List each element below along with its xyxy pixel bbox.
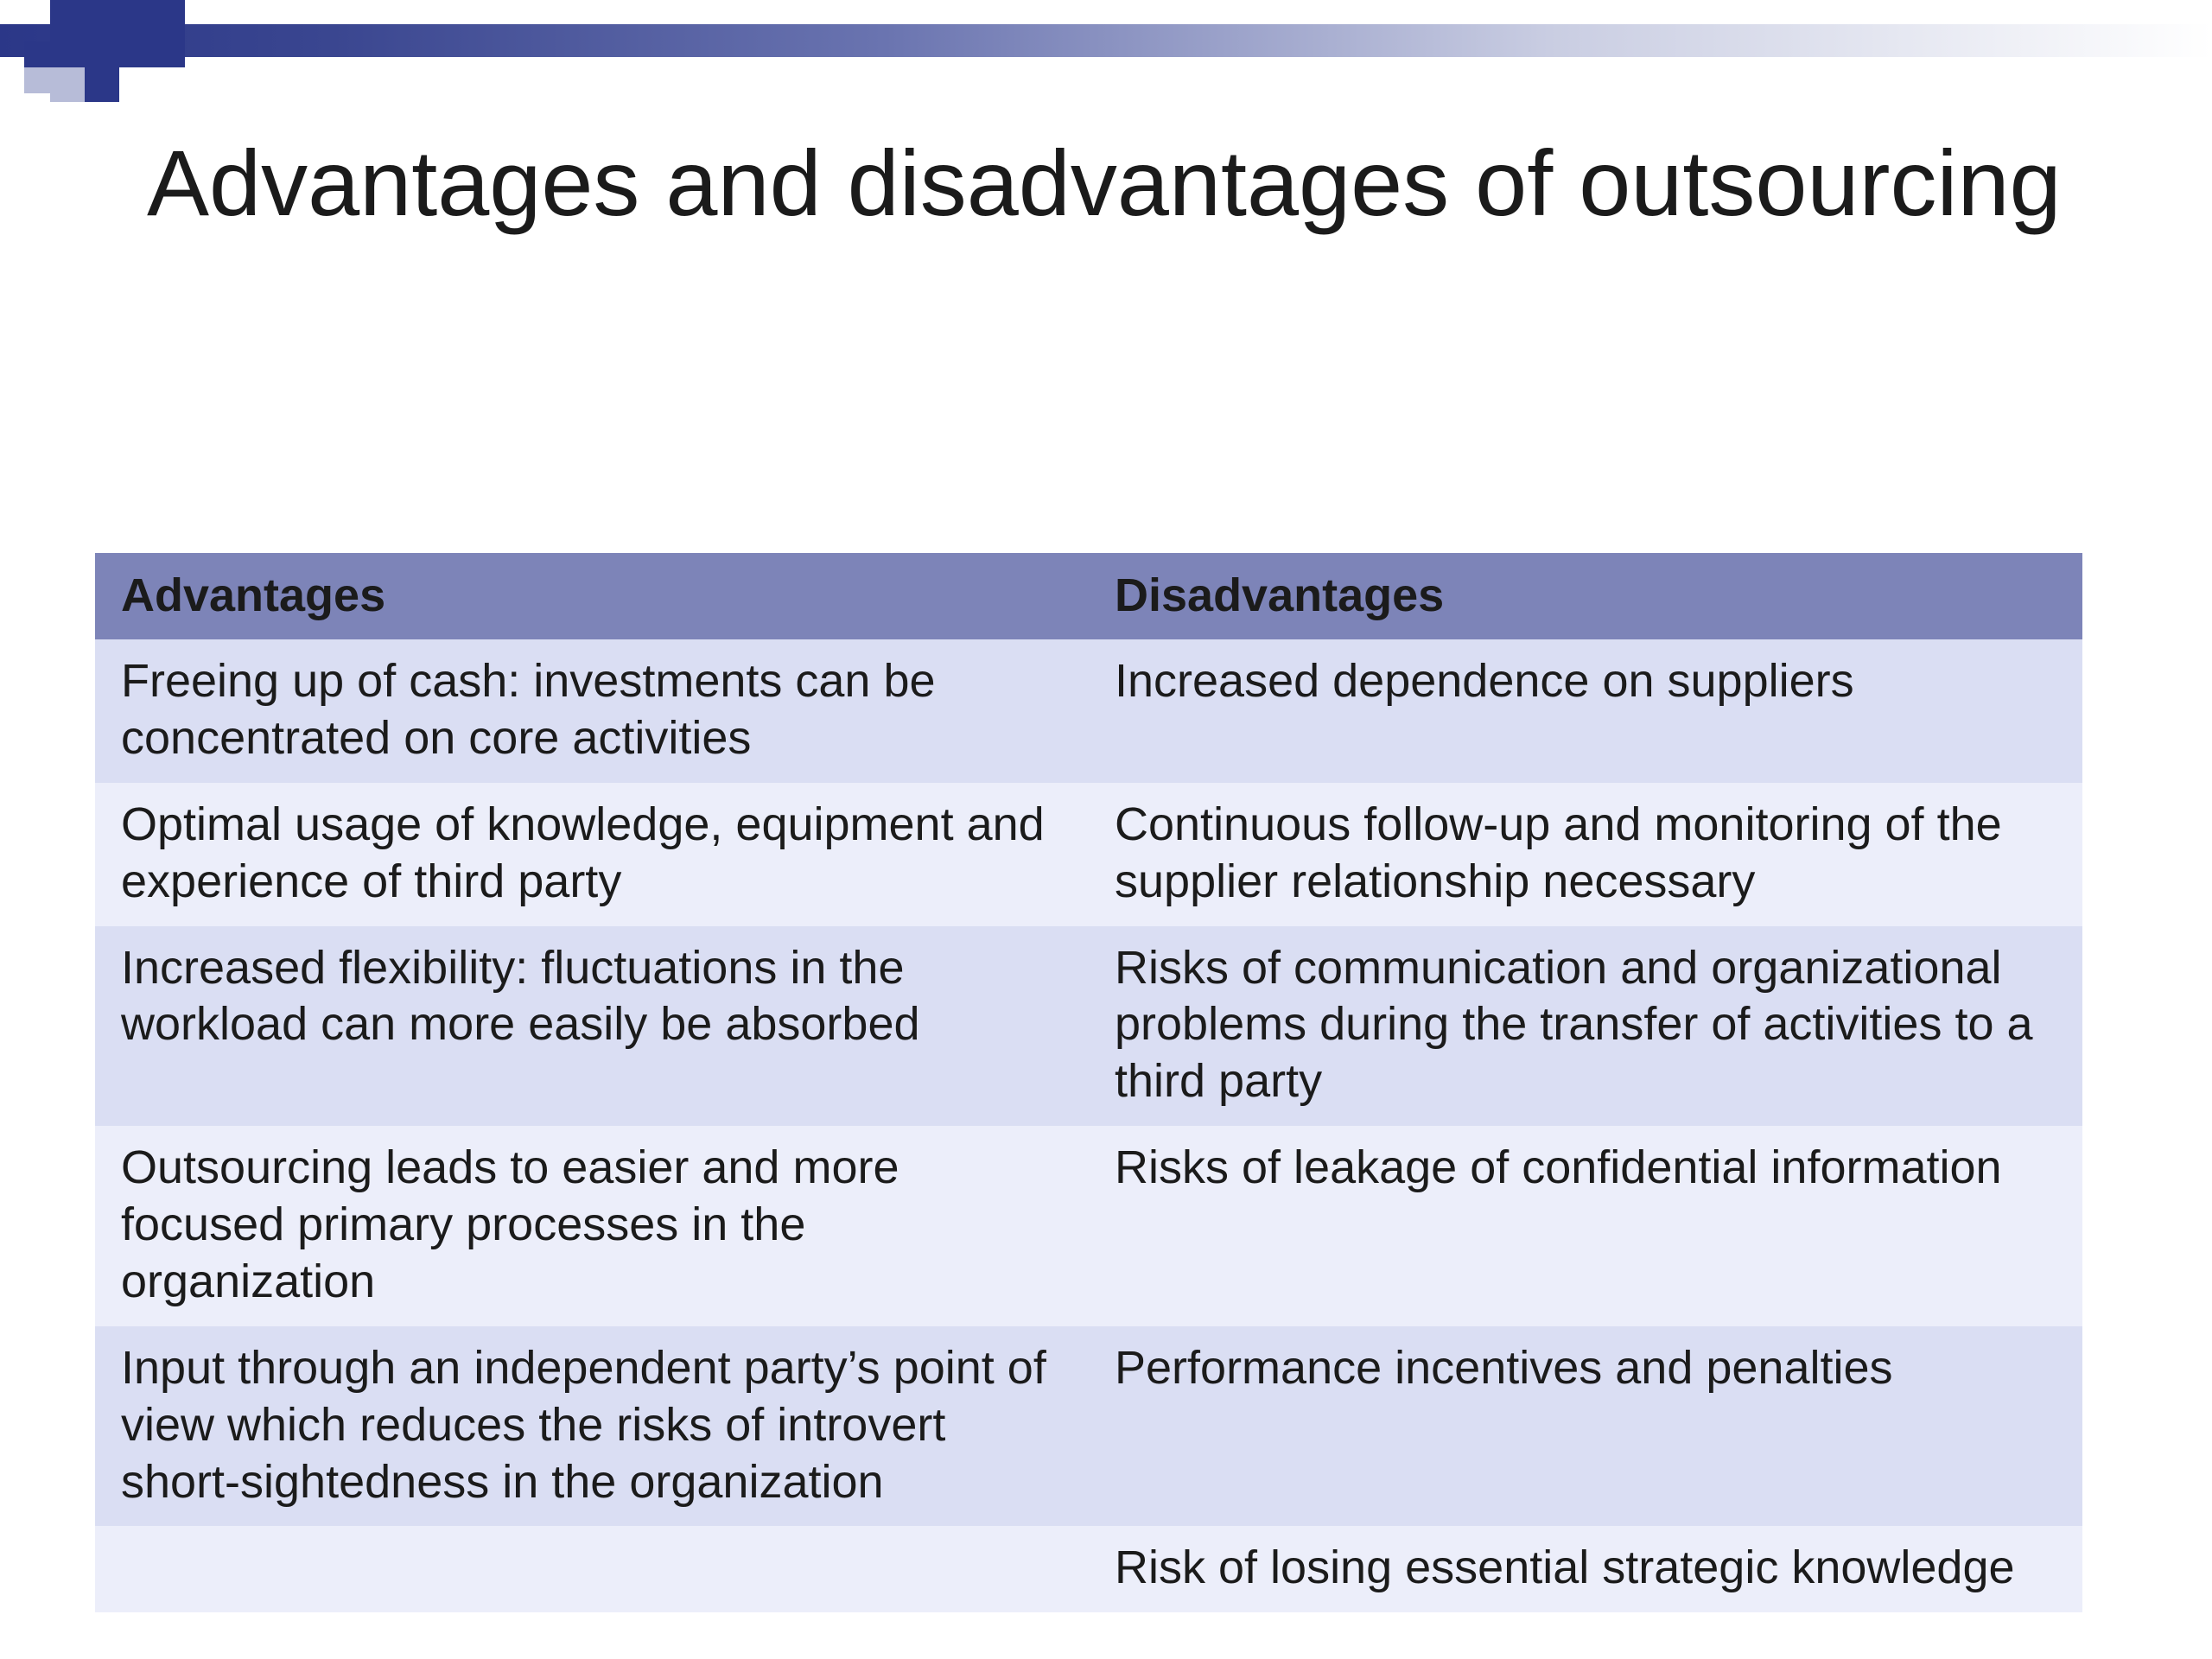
table-row: Input through an independent party’s poi… [95,1326,2082,1527]
top-gradient-bar [0,24,2212,57]
table-cell: Increased flexibility: fluctuations in t… [95,926,1089,1127]
table-cell: Freeing up of cash: investments can be c… [95,639,1089,783]
deco-block [50,67,85,102]
comparison-table-container: Advantages Disadvantages Freeing up of c… [95,553,2082,1612]
table-header-row: Advantages Disadvantages [95,553,2082,639]
table-row: Risk of losing essential strategic knowl… [95,1526,2082,1612]
column-header-advantages: Advantages [95,553,1089,639]
deco-block [24,67,50,93]
slide-title: Advantages and disadvantages of outsourc… [147,130,2108,237]
table-row: Freeing up of cash: investments can be c… [95,639,2082,783]
table-cell: Continuous follow-up and monitoring of t… [1089,783,2082,926]
slide: Advantages and disadvantages of outsourc… [0,0,2212,1659]
corner-decoration [0,0,190,112]
deco-block [24,41,50,67]
deco-block [50,0,118,67]
deco-block [85,67,119,102]
table-cell: Optimal usage of knowledge, equipment an… [95,783,1089,926]
table-cell: Performance incentives and penalties [1089,1326,2082,1527]
table-body: Freeing up of cash: investments can be c… [95,639,2082,1612]
deco-block [118,0,185,67]
table-cell: Risks of communication and organizationa… [1089,926,2082,1127]
table-row: Outsourcing leads to easier and more foc… [95,1126,2082,1326]
table-row: Optimal usage of knowledge, equipment an… [95,783,2082,926]
table-row: Increased flexibility: fluctuations in t… [95,926,2082,1127]
comparison-table: Advantages Disadvantages Freeing up of c… [95,553,2082,1612]
column-header-disadvantages: Disadvantages [1089,553,2082,639]
table-cell: Risks of leakage of confidential informa… [1089,1126,2082,1326]
table-cell: Input through an independent party’s poi… [95,1326,1089,1527]
table-cell: Increased dependence on suppliers [1089,639,2082,783]
table-cell: Risk of losing essential strategic knowl… [1089,1526,2082,1612]
table-cell [95,1526,1089,1612]
table-cell: Outsourcing leads to easier and more foc… [95,1126,1089,1326]
